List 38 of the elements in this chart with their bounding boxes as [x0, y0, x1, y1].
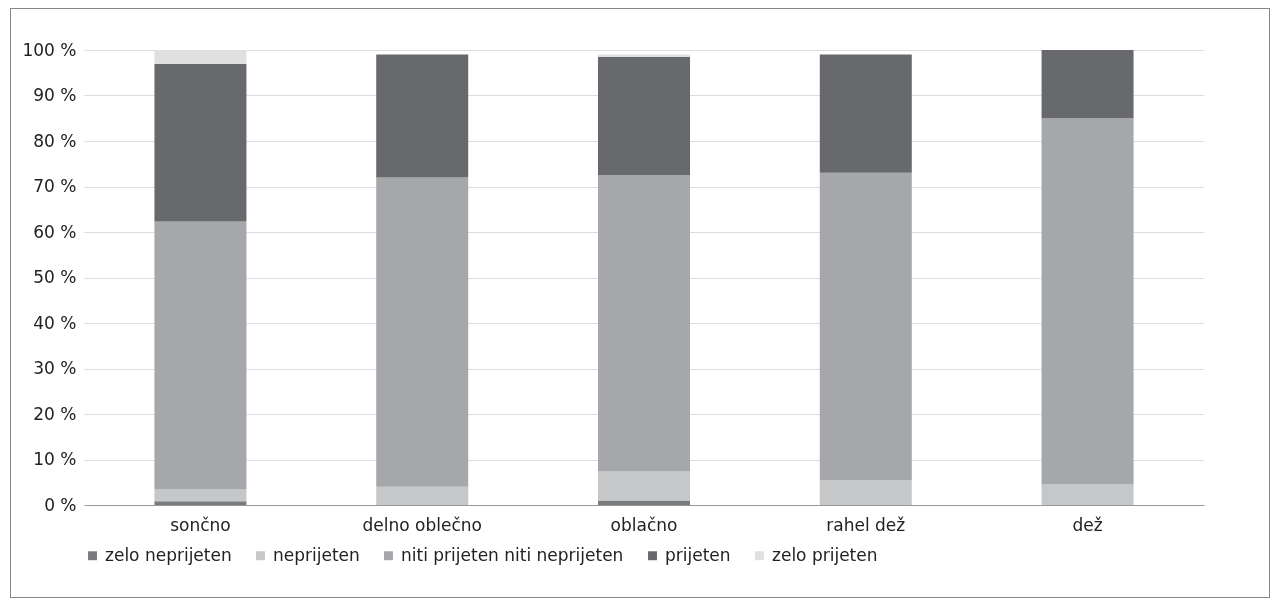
y-tick-label: 80 % — [33, 130, 77, 151]
x-tick-label: sončno — [170, 514, 231, 535]
legend-label: neprijeten — [273, 544, 360, 565]
y-tick-label: 40 % — [33, 312, 77, 333]
legend-label: niti prijeten niti neprijeten — [401, 544, 624, 565]
bar — [154, 501, 247, 505]
y-tick-label: 30 % — [33, 358, 77, 378]
bar — [598, 175, 690, 471]
x-tick-label: delno oblečno — [362, 514, 482, 535]
bar — [154, 221, 247, 490]
bar — [819, 172, 912, 480]
bar — [819, 479, 912, 505]
bar — [1041, 50, 1134, 119]
x-tick-label: dež — [1072, 514, 1103, 535]
y-tick-label: 100 % — [22, 39, 77, 60]
legend-label: prijeten — [665, 544, 731, 565]
y-tick-label: 20 % — [33, 403, 77, 424]
legend-label: zelo prijeten — [772, 544, 878, 565]
y-tick-label: 10 % — [33, 449, 77, 469]
bar — [598, 470, 690, 501]
bar — [154, 489, 247, 502]
y-tick-label: 50 % — [33, 267, 77, 287]
y-tick-label: 60 % — [33, 221, 77, 242]
y-tick-label: 0 % — [44, 494, 77, 515]
bar — [376, 486, 469, 505]
legend-label: zelo neprijeten — [105, 544, 232, 565]
bar — [376, 177, 469, 487]
bar — [819, 54, 912, 173]
bar — [1041, 118, 1134, 485]
bar — [598, 56, 690, 176]
y-tick-label: 90 % — [33, 85, 77, 105]
bar — [598, 500, 690, 505]
x-tick-label: oblačno — [610, 514, 678, 535]
bar — [154, 64, 247, 222]
x-tick-label: rahel dež — [826, 514, 906, 535]
bar — [376, 54, 469, 178]
y-tick-label: 70 % — [33, 176, 77, 196]
bar — [1041, 484, 1134, 505]
